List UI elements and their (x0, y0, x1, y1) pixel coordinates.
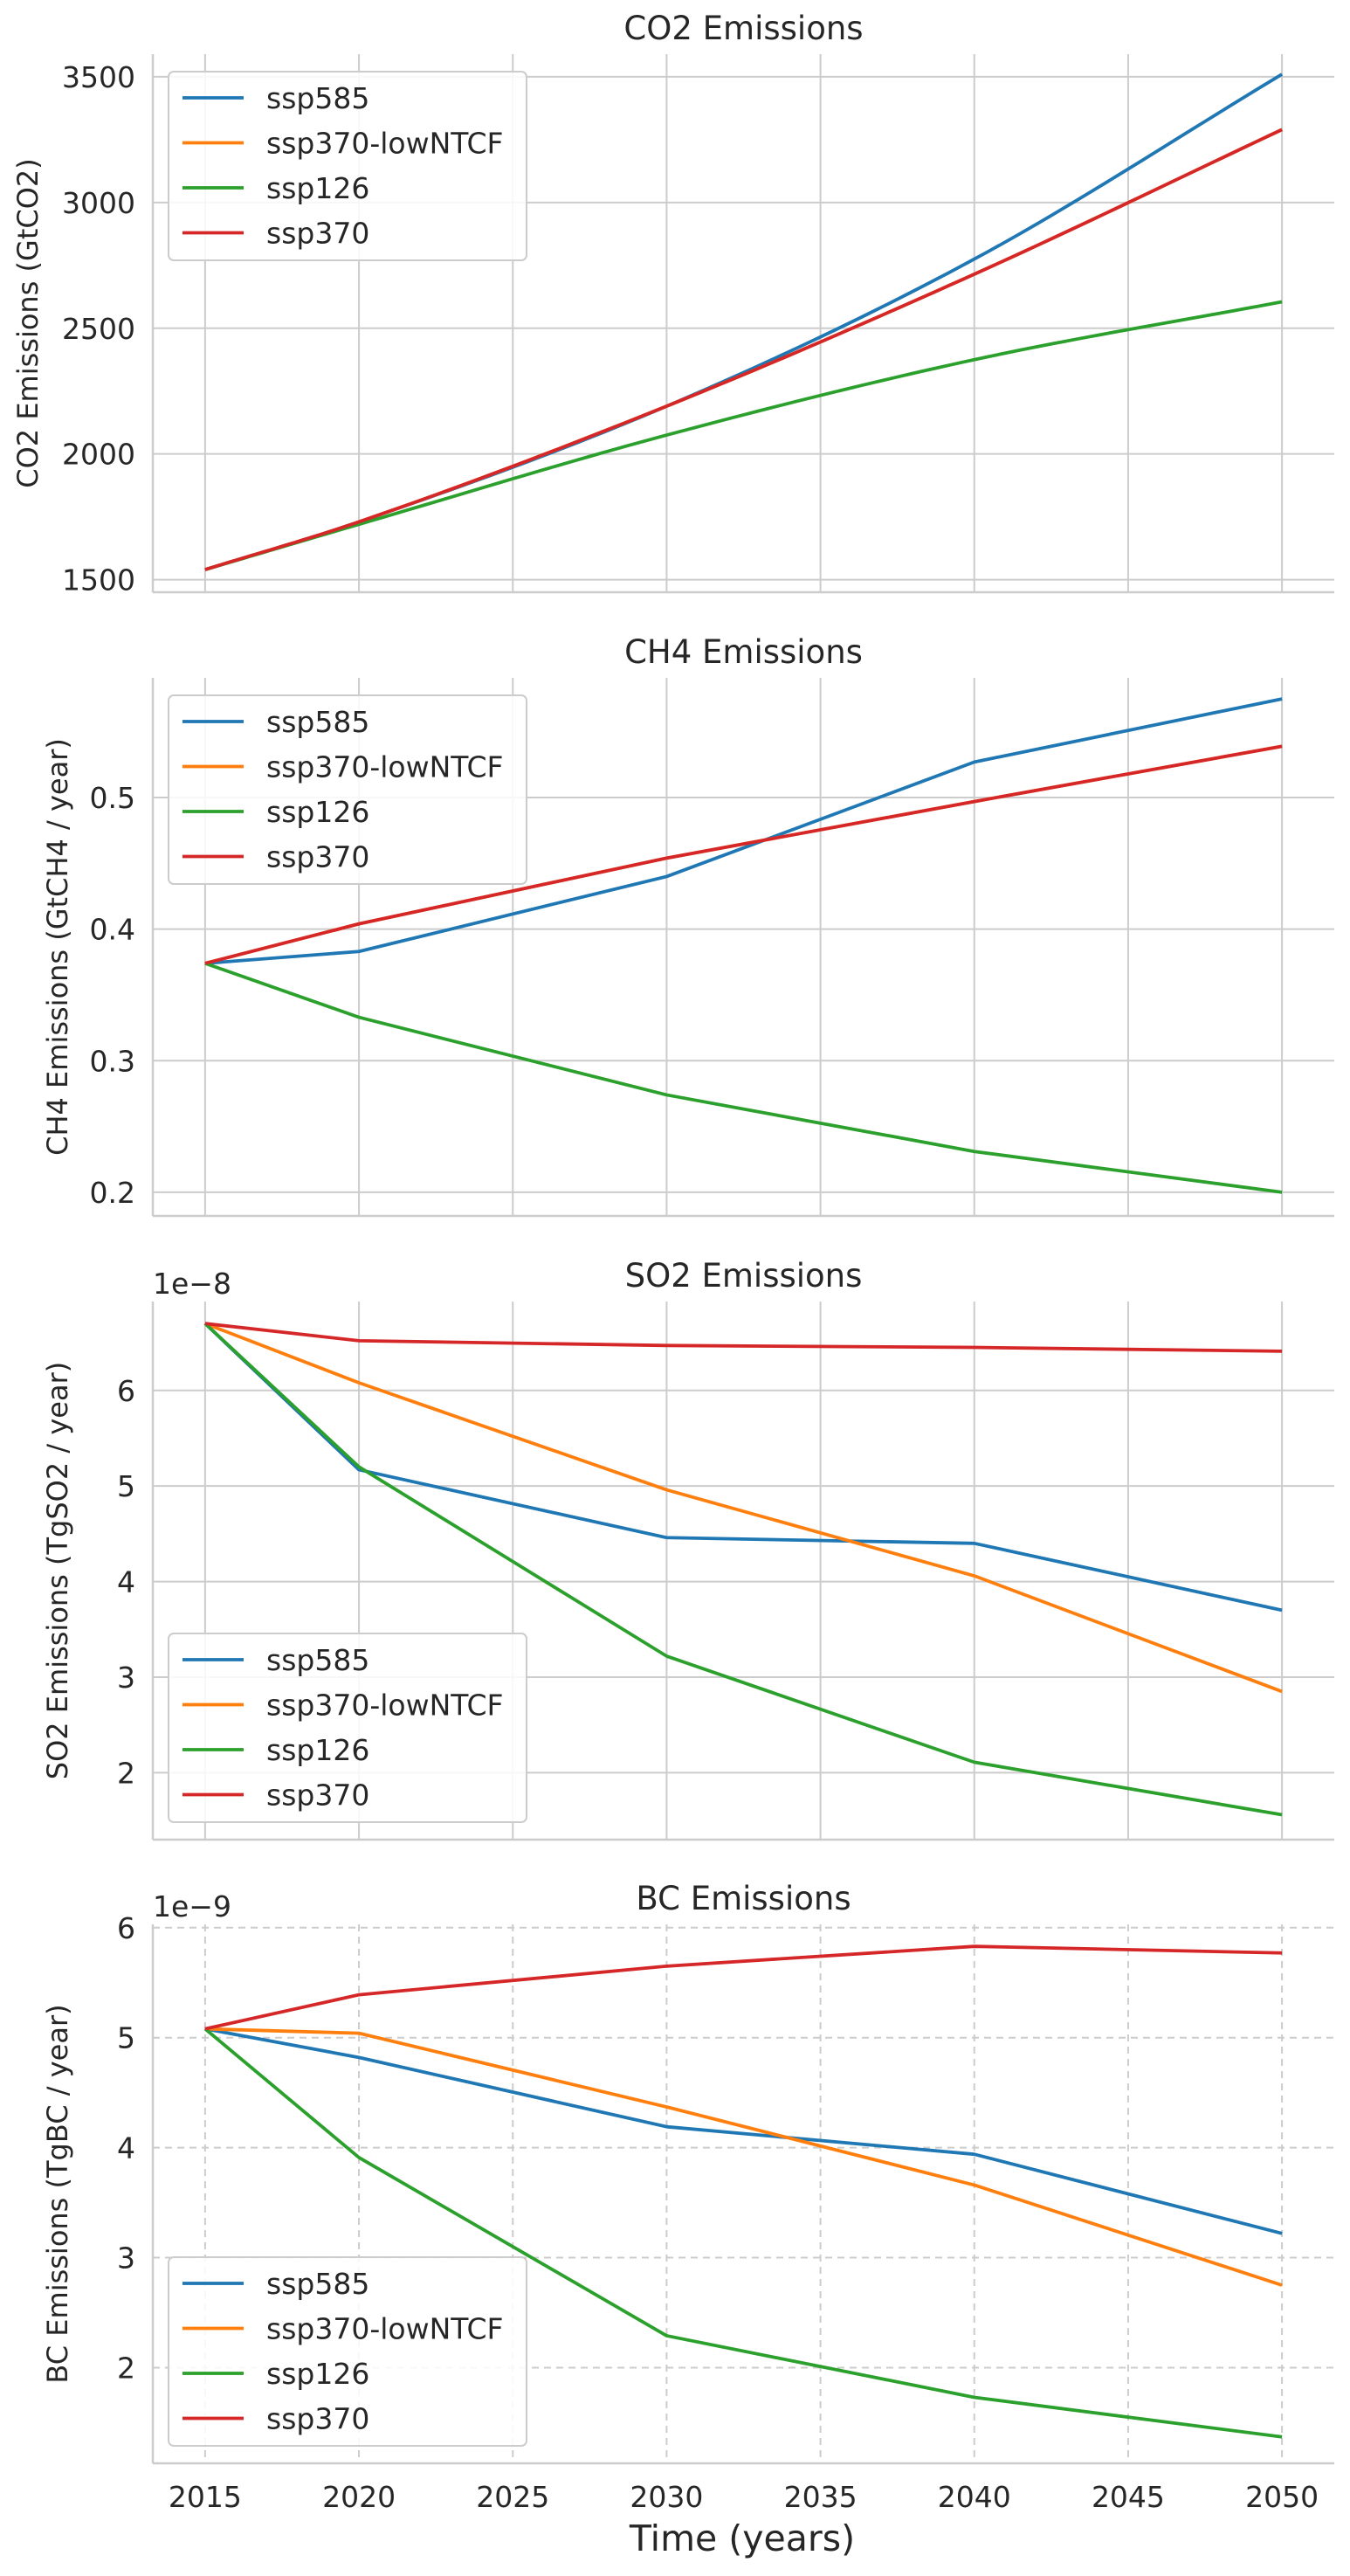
y-tick-label: 5 (117, 2021, 135, 2055)
series-line-ssp126 (203, 1322, 1283, 1817)
series-line-ssp370 (204, 1322, 1283, 1353)
legend-frame (168, 1633, 527, 1823)
series-line-ssp370-lowNTCF (204, 2027, 1283, 2287)
legend-label: ssp370 (266, 1778, 369, 1813)
y-tick-label: 3 (117, 1661, 135, 1695)
legend-label: ssp370 (266, 840, 369, 874)
legend-label: ssp370 (266, 2402, 369, 2436)
y-tick-label: 1500 (62, 563, 135, 597)
legend-label: ssp585 (266, 2267, 369, 2301)
legend-label: ssp585 (266, 705, 369, 739)
legend-frame (168, 71, 527, 261)
x-tick-label: 2025 (476, 2480, 549, 2514)
chart-panels: 1500 2000 2500 3000 3500 CO2 Emissions CO2 Emi… (11, 10, 1334, 2514)
x-tick-label: 2035 (784, 2480, 858, 2514)
panel-4: 2 3 4 5 6 2015 2020 2025 2030 2035 2040 2045 2050 BC … (41, 1880, 1334, 2514)
legend-label: ssp126 (266, 1733, 369, 1767)
legend: ssp585 ssp370-lowNTCF ssp126 ssp370 (168, 71, 527, 261)
x-tick-label: 2050 (1245, 2480, 1319, 2514)
legend-label: ssp126 (266, 2357, 369, 2391)
legend-label: ssp370-lowNTCF (266, 127, 504, 161)
y-tick-label: 3500 (62, 60, 135, 94)
x-tick-label: 2040 (938, 2480, 1011, 2514)
y-tick-label: 0.5 (90, 781, 135, 815)
series-line-ssp585 (204, 697, 1283, 965)
legend-label: ssp370-lowNTCF (266, 750, 504, 784)
legend-label: ssp126 (266, 171, 369, 205)
y-tick-label: 6 (117, 1374, 135, 1408)
y-tick-label: 2500 (62, 312, 135, 346)
series-line-ssp370 (204, 1944, 1283, 2031)
legend-label: ssp585 (266, 81, 369, 115)
legend-frame (168, 2256, 527, 2447)
legend-label: ssp126 (266, 795, 369, 829)
y-tick-label: 6 (117, 1911, 135, 1945)
y-tick-label: 2000 (62, 438, 135, 472)
legend: ssp585 ssp370-lowNTCF ssp126 ssp370 (168, 2256, 527, 2447)
x-tick-label: 2045 (1092, 2480, 1165, 2514)
chart-title: BC Emissions (636, 1880, 851, 1917)
legend-label: ssp370-lowNTCF (266, 2312, 504, 2346)
series-line-ssp585 (204, 2027, 1283, 2235)
chart-title: CO2 Emissions (623, 10, 863, 47)
y-tick-label: 4 (117, 2131, 135, 2165)
legend: ssp585 ssp370-lowNTCF ssp126 ssp370 (168, 694, 527, 885)
y-tick-label: 3000 (62, 186, 135, 220)
y-offset-label: 1e−8 (153, 1267, 231, 1301)
panel-3: 2 3 4 5 6 SO2 Emissions SO2 Emissions (TgSO2 /… (41, 1257, 1334, 1841)
y-axis-label: BC Emissions (TgBC / year) (41, 2004, 74, 2383)
y-axis-label: CO2 Emissions (GtCO2) (11, 158, 45, 487)
series-line-ssp370-lowNTCF (204, 1322, 1283, 1694)
chart-title: CH4 Emissions (624, 633, 863, 671)
y-tick-label: 2 (117, 1756, 135, 1790)
series-line-ssp126 (203, 2027, 1283, 2439)
legend-label: ssp370-lowNTCF (266, 1689, 504, 1723)
legend: ssp585 ssp370-lowNTCF ssp126 ssp370 (168, 1633, 527, 1823)
x-tick-label: 2020 (322, 2480, 396, 2514)
legend-label: ssp370 (266, 217, 369, 251)
y-tick-label: 0.4 (90, 913, 135, 947)
series-line-ssp126 (204, 962, 1283, 1194)
y-tick-label: 0.2 (90, 1176, 135, 1210)
legend-frame (168, 694, 527, 885)
y-axis-label: CH4 Emissions (GtCH4 / year) (41, 738, 74, 1156)
y-tick-label: 0.3 (90, 1044, 135, 1078)
y-tick-label: 5 (117, 1469, 135, 1503)
y-tick-label: 4 (117, 1565, 135, 1599)
chart-title: SO2 Emissions (625, 1257, 863, 1295)
y-offset-label: 1e−9 (153, 1889, 231, 1923)
x-axis-label: Time (years) (629, 2517, 855, 2559)
x-tick-label: 2030 (630, 2480, 703, 2514)
y-tick-label: 2 (117, 2351, 135, 2385)
series-line-ssp370 (204, 128, 1283, 571)
legend-label: ssp585 (266, 1643, 369, 1677)
series-line-ssp370 (204, 744, 1283, 965)
panel-1: 1500 2000 2500 3000 3500 CO2 Emissions CO2 Emi… (11, 10, 1334, 597)
x-tick-label: 2015 (169, 2480, 242, 2514)
panel-2: 0.2 0.3 0.4 0.5 CH4 Emissions CH4 Emissions (… (41, 633, 1334, 1218)
y-tick-label: 3 (117, 2241, 135, 2276)
y-axis-label: SO2 Emissions (TgSO2 / year) (41, 1362, 74, 1779)
